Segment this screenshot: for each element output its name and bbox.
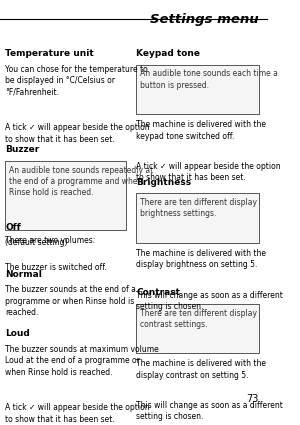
Text: The buzzer sounds at maximum volume
Loud at the end of a programme or
when Rinse: The buzzer sounds at maximum volume Loud… — [5, 345, 159, 377]
Text: The machine is delivered with the
keypad tone switched off.: The machine is delivered with the keypad… — [136, 120, 266, 141]
Text: Off: Off — [5, 223, 21, 232]
Text: You can chose for the temperature to
be displayed in °C/Celsius or
°F/Fahrenheit: You can chose for the temperature to be … — [5, 65, 148, 96]
Text: The machine is delivered with the
display contrast on setting 5.: The machine is delivered with the displa… — [136, 360, 266, 380]
Text: An audible tone sounds repeatedly at
the end of a programme and when
Rinse hold : An audible tone sounds repeatedly at the… — [9, 166, 154, 197]
Text: The buzzer is switched off.: The buzzer is switched off. — [5, 263, 107, 272]
Text: There are two volumes:: There are two volumes: — [5, 236, 96, 245]
Text: The buzzer sounds at the end of a
programme or when Rinse hold is
reached.: The buzzer sounds at the end of a progra… — [5, 285, 136, 317]
Text: Loud: Loud — [5, 329, 30, 338]
Text: Contrast: Contrast — [136, 288, 180, 297]
Text: (default setting): (default setting) — [5, 238, 68, 247]
Text: This will change as soon as a different
setting is chosen.: This will change as soon as a different … — [136, 291, 283, 311]
Text: Buzzer: Buzzer — [5, 145, 40, 154]
Text: This will change as soon as a different
setting is chosen.: This will change as soon as a different … — [136, 401, 283, 422]
FancyBboxPatch shape — [136, 304, 259, 353]
Text: An audible tone sounds each time a
button is pressed.: An audible tone sounds each time a butto… — [140, 70, 278, 90]
FancyBboxPatch shape — [136, 193, 259, 243]
Text: Keypad tone: Keypad tone — [136, 49, 200, 58]
Text: Normal: Normal — [5, 270, 42, 279]
Text: A tick ✓ will appear beside the option
to show that it has been set.: A tick ✓ will appear beside the option t… — [5, 403, 150, 424]
Text: There are ten different display
contrast settings.: There are ten different display contrast… — [140, 309, 257, 329]
Text: A tick ✓ will appear beside the option
to show that it has been set.: A tick ✓ will appear beside the option t… — [136, 162, 281, 182]
Text: Settings menu: Settings menu — [150, 14, 259, 26]
Text: A tick ✓ will appear beside the option
to show that it has been set.: A tick ✓ will appear beside the option t… — [5, 123, 150, 144]
Text: There are ten different display
brightness settings.: There are ten different display brightne… — [140, 198, 257, 218]
Text: The machine is delivered with the
display brightness on setting 5.: The machine is delivered with the displa… — [136, 249, 266, 269]
FancyBboxPatch shape — [136, 65, 259, 114]
Text: Brightness: Brightness — [136, 178, 191, 187]
FancyBboxPatch shape — [5, 161, 125, 230]
Text: 73: 73 — [247, 394, 259, 404]
Text: Temperature unit: Temperature unit — [5, 49, 94, 58]
